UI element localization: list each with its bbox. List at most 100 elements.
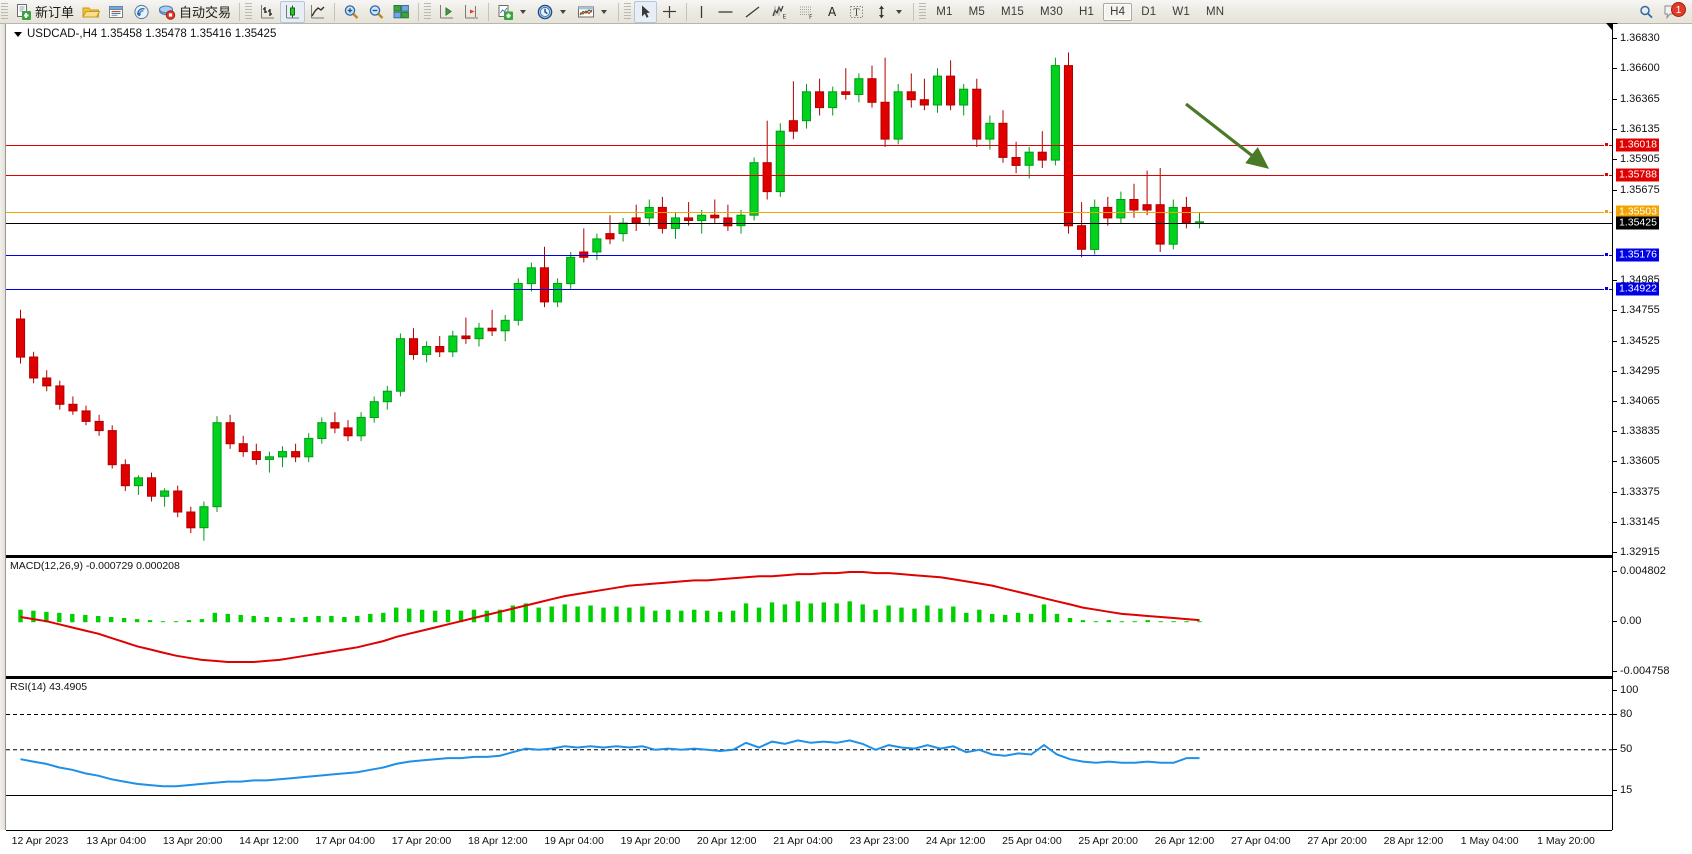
auto-trading-button[interactable]: 自动交易 — [154, 1, 235, 23]
svg-text:F: F — [809, 14, 813, 20]
timeframe-m15[interactable]: M15 — [1001, 5, 1025, 18]
price-level-handle[interactable] — [1604, 252, 1609, 258]
time-axis-label: 23 Apr 23:00 — [849, 835, 910, 847]
price-level-line-1.35425[interactable] — [6, 222, 1612, 224]
macd-axis-label: 0.00 — [1620, 615, 1642, 628]
crosshair-tool-button[interactable] — [657, 1, 682, 23]
axis-tick — [1613, 159, 1617, 161]
line-chart-button[interactable] — [305, 1, 330, 23]
trendline-tool-button[interactable] — [739, 1, 766, 23]
time-axis[interactable]: 12 Apr 2023 13 Apr 04:00 13 Apr 20:00 14 Ap… — [6, 830, 1612, 854]
bar-chart-icon — [259, 4, 276, 20]
add-indicator-button[interactable] — [493, 1, 533, 23]
templates-dropdown-caret[interactable] — [601, 9, 608, 14]
price-axis-tick-label: 1.34295 — [1620, 364, 1660, 377]
price-level-handle[interactable] — [1604, 171, 1609, 177]
period-button[interactable] — [533, 1, 573, 23]
horizontal-line-tool-button[interactable] — [712, 1, 739, 23]
price-level-line-1.34922[interactable] — [6, 288, 1612, 290]
signals-button[interactable] — [129, 1, 154, 23]
price-level-handle[interactable] — [1604, 285, 1609, 291]
timeframe-m5[interactable]: M5 — [968, 5, 986, 18]
macd-axis-label: -0.004758 — [1620, 665, 1670, 677]
price-axis-tick-label: 1.33605 — [1620, 455, 1660, 468]
price-axis-tick-label: 1.34065 — [1620, 395, 1660, 407]
toolbar-grip-4[interactable] — [624, 2, 632, 21]
time-axis-label: 18 Apr 12:00 — [468, 835, 528, 847]
fibonacci-tool-button[interactable]: F — [793, 1, 820, 23]
axis-tick — [1613, 552, 1617, 553]
toolbar-grip[interactable] — [1, 2, 8, 21]
tile-windows-button[interactable] — [389, 1, 414, 23]
bar-chart-button[interactable] — [255, 1, 280, 23]
price-axis-tick-label: 1.36600 — [1620, 62, 1660, 75]
zoom-out-button[interactable] — [364, 1, 389, 23]
new-order-button[interactable]: 新订单 — [11, 1, 78, 23]
price-axis[interactable]: 1.36830 1.36600 1.36365 1.36135 1.35905 1.356… — [1612, 24, 1692, 830]
price-level-line-1.35176[interactable] — [6, 255, 1612, 257]
indicator-dropdown-caret[interactable] — [520, 9, 527, 14]
cursor-tool-button[interactable] — [634, 0, 658, 23]
time-axis-label: 24 Apr 12:00 — [925, 835, 986, 847]
price-level-tag-resistance[interactable]: 1.36018 — [1616, 138, 1659, 152]
notifications-button[interactable]: 1 — [1659, 1, 1686, 23]
elliott-wave-tool-button[interactable]: E — [766, 1, 793, 23]
rsi-pane[interactable]: RSI(14) 43.4905 — [6, 678, 1612, 796]
price-level-handle[interactable] — [1604, 141, 1609, 147]
macd-pane[interactable]: MACD(12,26,9) -0.000729 0.000208 — [6, 557, 1612, 677]
price-level-tag-last-price[interactable]: 1.35425 — [1616, 216, 1659, 229]
auto-trading-label: 自动交易 — [179, 6, 232, 21]
timeframe-w1[interactable]: W1 — [1172, 5, 1190, 18]
axis-tick — [1613, 461, 1617, 463]
candlestick-chart-button[interactable] — [280, 0, 306, 23]
timeframe-d1[interactable]: D1 — [1141, 5, 1157, 18]
templates-button[interactable] — [573, 1, 614, 23]
price-axis-tick-label: 1.35675 — [1620, 183, 1660, 196]
timeframe-h4[interactable]: H4 — [1103, 2, 1133, 21]
timeframe-h1[interactable]: H1 — [1079, 5, 1095, 18]
cursor-arrow-icon — [638, 4, 653, 20]
toolbar-grip-2[interactable] — [245, 2, 253, 21]
price-level-tag-support[interactable]: 1.35176 — [1616, 248, 1659, 262]
terminal-window-icon — [108, 4, 125, 20]
zoom-in-button[interactable] — [339, 1, 364, 23]
price-level-handle[interactable] — [1604, 209, 1609, 215]
period-dropdown-caret[interactable] — [560, 9, 567, 14]
auto-trading-icon — [158, 4, 176, 20]
toolbar-divider-7 — [913, 2, 915, 21]
axis-tick — [1613, 340, 1617, 342]
arrows-dropdown-caret[interactable] — [896, 9, 903, 14]
symbol-caret-icon[interactable] — [14, 31, 22, 37]
price-pane[interactable]: USDCAD-,H4 1.35458 1.35478 1.35416 1.354… — [6, 23, 1618, 556]
chart-shift-button[interactable] — [434, 1, 459, 23]
toolbar-grip-3[interactable] — [424, 2, 432, 21]
search-button[interactable] — [1634, 1, 1659, 23]
arrows-tool-button[interactable] — [869, 1, 909, 23]
price-level-line-1.35503[interactable] — [6, 212, 1612, 214]
price-candles-svg — [16, 52, 1205, 541]
axis-tick — [1613, 310, 1617, 312]
timeframe-m1[interactable]: M1 — [936, 5, 953, 18]
price-level-tag-resistance[interactable]: 1.35788 — [1616, 168, 1659, 182]
toolbar-grip-5[interactable] — [919, 2, 927, 21]
time-axis-label: 28 Apr 12:00 — [1383, 835, 1444, 847]
timeframe-mn[interactable]: MN — [1205, 5, 1225, 18]
main-toolbar: 新订单 — [0, 0, 1692, 24]
rsi-axis-tick — [1613, 690, 1617, 691]
symbols-button[interactable] — [78, 1, 104, 23]
text-label-tool-button[interactable]: T — [844, 1, 869, 23]
chart-shift-icon — [438, 4, 455, 20]
timeframe-m30[interactable]: M30 — [1040, 5, 1063, 18]
macd-axis-tick — [1613, 571, 1617, 572]
terminal-button[interactable] — [104, 1, 129, 23]
auto-scroll-button[interactable] — [459, 1, 484, 23]
text-tool-button[interactable]: A — [820, 1, 844, 23]
text-tool-icon: A — [828, 4, 837, 19]
price-axis-tick-label: 1.34525 — [1620, 334, 1660, 347]
price-level-tag-pivot[interactable]: 1.35503 — [1616, 205, 1659, 219]
price-level-line-1.36018[interactable] — [6, 144, 1612, 146]
vertical-line-tool-button[interactable] — [691, 1, 712, 23]
price-level-line-1.35788[interactable] — [6, 174, 1612, 176]
price-level-tag-support[interactable]: 1.34922 — [1616, 282, 1659, 295]
time-axis-label: 27 Apr 20:00 — [1307, 835, 1367, 847]
